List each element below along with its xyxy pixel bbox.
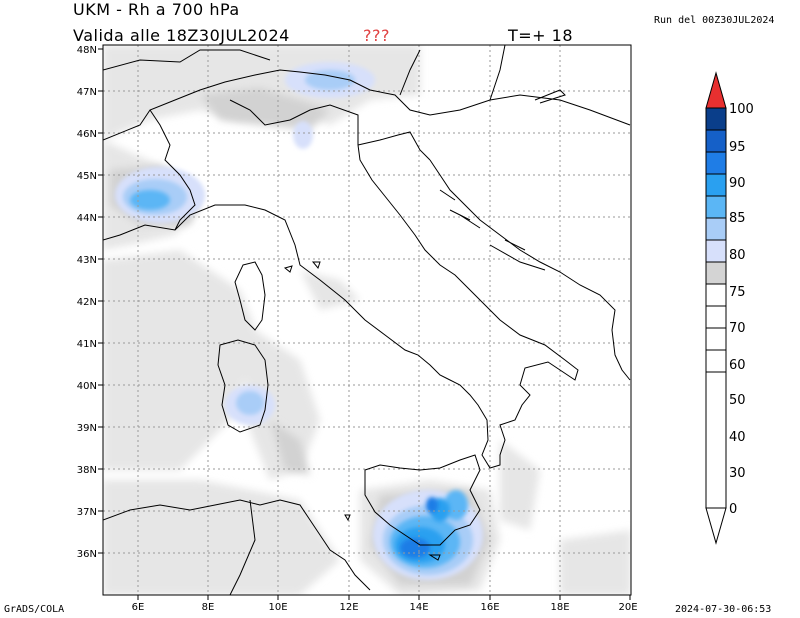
colorbar-box: [705, 327, 727, 351]
lon-label: 18E: [550, 602, 569, 613]
lead-time: T=+ 18: [508, 26, 574, 45]
colorbar-label: 30: [729, 466, 746, 481]
footer-right: 2024-07-30-06:53: [675, 604, 772, 615]
lon-labels: 6E 8E 10E 12E 14E 16E 18E 20E: [132, 602, 638, 613]
colorbar-label: 0: [729, 502, 737, 517]
flag-text: ???: [363, 26, 390, 45]
colorbar-box: [705, 129, 727, 153]
lat-label: 42N: [77, 297, 97, 308]
colorbar-box: [705, 239, 727, 263]
colorbar: [705, 71, 727, 545]
lat-label: 45N: [77, 171, 97, 182]
colorbar-label: 40: [729, 430, 746, 445]
lat-label: 46N: [77, 129, 97, 140]
lat-label: 43N: [77, 255, 97, 266]
lon-label: 6E: [132, 602, 145, 613]
colorbar-box: [705, 173, 727, 197]
lat-label: 37N: [77, 507, 97, 518]
colorbar-under-triangle: [705, 507, 727, 545]
colorbar-box: [705, 371, 727, 509]
colorbar-label: 85: [729, 211, 746, 226]
lat-labels: 48N 47N 46N 45N 44N 43N 42N 41N 40N 39N …: [77, 45, 97, 560]
map-frame: [102, 44, 632, 596]
colorbar-box: [705, 195, 727, 219]
colorbar-over-triangle: [705, 71, 727, 109]
lat-label: 40N: [77, 381, 97, 392]
lat-label: 41N: [77, 339, 97, 350]
lat-label: 38N: [77, 465, 97, 476]
colorbar-label: 60: [729, 358, 746, 373]
colorbar-label: 75: [729, 285, 746, 300]
lat-label: 39N: [77, 423, 97, 434]
colorbar-label: 90: [729, 176, 746, 191]
colorbar-label: 80: [729, 248, 746, 263]
footer-left: GrADS/COLA: [4, 604, 65, 615]
colorbar-labels: 100 95 90 85 80 75 70 60 50 40 30 0: [729, 102, 754, 517]
colorbar-label: 70: [729, 321, 746, 336]
lon-label: 12E: [339, 602, 358, 613]
lat-label: 48N: [77, 45, 97, 56]
colorbar-box: [705, 283, 727, 307]
humidity-field: [103, 45, 631, 595]
colorbar-label: 95: [729, 140, 746, 155]
lon-label: 20E: [618, 602, 637, 613]
colorbar-box: [705, 217, 727, 241]
colorbar-box: [705, 349, 727, 373]
lat-label: 44N: [77, 213, 97, 224]
lon-label: 16E: [480, 602, 499, 613]
lat-label: 47N: [77, 87, 97, 98]
run-time: Run del 00Z30JUL2024: [654, 15, 775, 26]
valid-time: Valida alle 18Z30JUL2024: [73, 26, 290, 45]
lat-label: 36N: [77, 549, 97, 560]
colorbar-label: 100: [729, 102, 754, 117]
colorbar-box: [705, 151, 727, 175]
colorbar-box: [705, 261, 727, 285]
lon-label: 10E: [268, 602, 287, 613]
lon-label: 8E: [202, 602, 215, 613]
colorbar-label: 50: [729, 393, 746, 408]
coastlines: [103, 45, 631, 595]
map-title: UKM - Rh a 700 hPa: [73, 0, 240, 19]
lon-label: 14E: [409, 602, 428, 613]
colorbar-box: [705, 107, 727, 131]
colorbar-box: [705, 305, 727, 329]
